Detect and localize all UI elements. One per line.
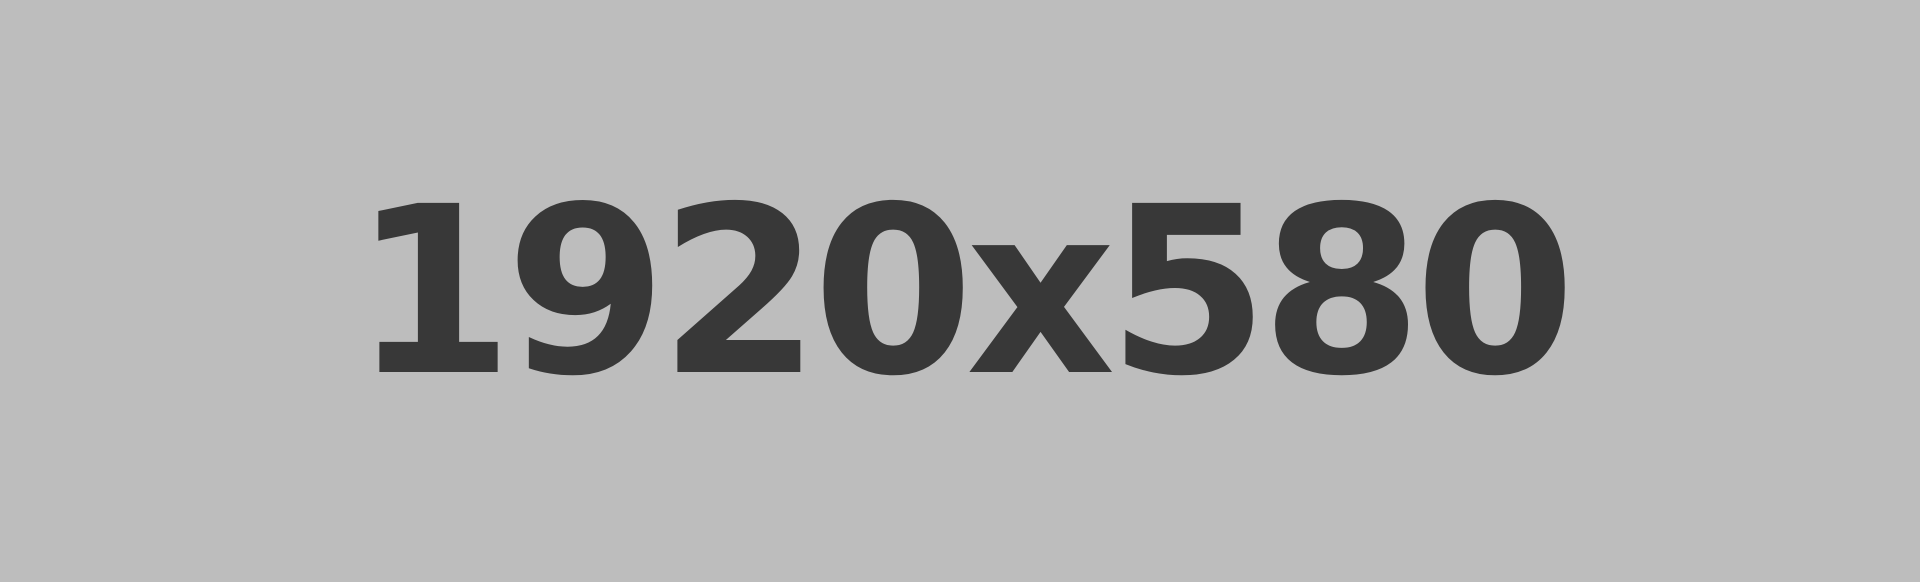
dimension-label: 1920x580 [352,157,1576,427]
placeholder-canvas: 1920x580 [352,157,1576,427]
